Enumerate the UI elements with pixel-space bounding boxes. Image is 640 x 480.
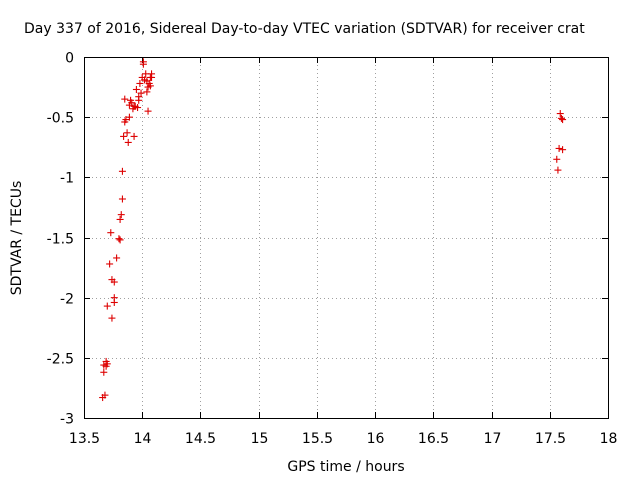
data-point [134, 104, 142, 112]
data-point [559, 116, 567, 124]
data-point [132, 85, 140, 93]
data-points [99, 58, 567, 402]
x-tick-label: 17.5 [535, 431, 566, 447]
data-point [101, 391, 109, 399]
data-point [118, 195, 126, 203]
data-point [124, 138, 132, 146]
data-point [110, 294, 118, 302]
data-point [121, 95, 129, 103]
x-tick-label: 18 [600, 431, 618, 447]
data-point [113, 254, 121, 262]
data-point [135, 96, 143, 104]
data-point [128, 99, 136, 107]
data-point [559, 146, 567, 154]
x-tick-label: 14.5 [185, 431, 216, 447]
data-point [103, 302, 111, 310]
x-tick-label: 15.5 [302, 431, 333, 447]
data-point [143, 88, 151, 96]
y-tick-label: -3 [60, 412, 74, 428]
data-point [117, 211, 125, 219]
data-point [123, 129, 131, 137]
data-point [108, 314, 116, 322]
grid-lines [84, 57, 608, 418]
data-point [554, 166, 562, 174]
data-point [557, 114, 565, 122]
data-point [144, 107, 152, 115]
x-tick-label: 13.5 [69, 431, 100, 447]
y-tick-labels: 0 -0.5 -1 -1.5 -2 -2.5 -3 [47, 51, 74, 428]
x-tick-label: 17 [484, 431, 502, 447]
x-tick-labels: 13.5 14 14.5 15 15.5 16 16.5 17 17.5 18 [69, 431, 618, 447]
data-point [555, 144, 563, 152]
data-point [116, 236, 124, 244]
y-tick-label: -1 [60, 171, 74, 187]
data-point [110, 278, 118, 286]
data-point [120, 132, 128, 140]
x-tick-label: 16.5 [418, 431, 449, 447]
data-point [118, 167, 126, 175]
y-tick-label: 0 [65, 51, 74, 67]
data-point [553, 155, 561, 163]
y-tick-label: -2 [60, 292, 74, 308]
data-point [125, 113, 133, 121]
plot-frame [84, 57, 609, 419]
y-tick-label: -2.5 [47, 352, 74, 368]
data-point [116, 215, 124, 223]
data-point [136, 79, 144, 87]
data-point [100, 368, 108, 376]
data-point [107, 229, 115, 237]
data-point [115, 235, 123, 243]
y-tick-label: -0.5 [47, 111, 74, 127]
axis-ticks [84, 57, 609, 419]
data-point [148, 73, 156, 81]
data-point [139, 60, 147, 68]
y-tick-label: -1.5 [47, 232, 74, 248]
x-tick-label: 16 [367, 431, 385, 447]
data-point [103, 360, 111, 368]
x-tick-label: 15 [251, 431, 269, 447]
x-tick-label: 14 [134, 431, 152, 447]
data-point [130, 132, 138, 140]
data-point [137, 89, 145, 97]
data-point [556, 110, 564, 118]
x-axis-label: GPS time / hours [287, 459, 404, 475]
data-point [106, 260, 114, 268]
data-point [146, 82, 154, 90]
y-axis-label: SDTVAR / TECUs [9, 181, 25, 296]
chart-title: Day 337 of 2016, Sidereal Day-to-day VTE… [24, 21, 585, 37]
